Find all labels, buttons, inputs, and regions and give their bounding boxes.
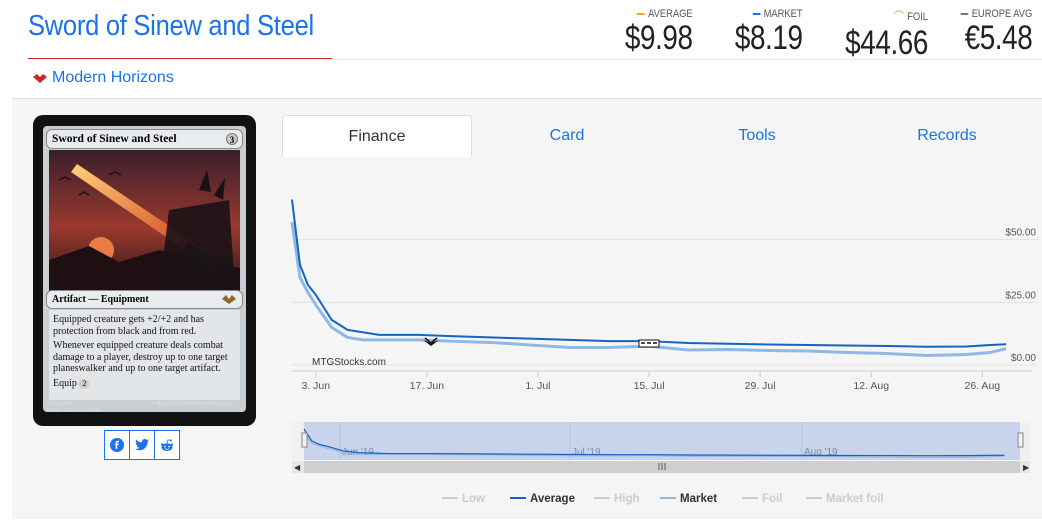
chart-watermark: MTGStocks.com — [312, 357, 386, 368]
card-title: Sword of Sinew and Steel — [28, 10, 314, 42]
legend-item-market-foil[interactable]: Market foil — [806, 493, 884, 505]
legend-item-market[interactable]: Market — [660, 493, 717, 505]
title-underline — [28, 58, 332, 59]
x-tick-label: 26. Aug — [965, 380, 1001, 392]
price-average-label: AVERAGE — [648, 8, 693, 20]
flag-marker-2[interactable] — [638, 339, 660, 348]
card-image[interactable]: Sword of Sinew and Steel 3 — [33, 115, 256, 426]
legend-label: High — [614, 493, 640, 505]
legend-item-high[interactable]: High — [594, 493, 640, 505]
scroll-right-icon[interactable]: ▶ — [1023, 463, 1030, 472]
price-market: MARKET $8.19 — [720, 8, 803, 56]
x-tick-label: 17. Jun — [410, 380, 445, 392]
legend-label: Foil — [762, 493, 782, 505]
card-rules-text: Equipped creature gets +2/+2 and has pro… — [49, 310, 240, 400]
x-tick-label: 15. Jul — [634, 380, 665, 392]
collector-number: 228/254 M — [47, 401, 73, 407]
price-average: AVERAGE $9.98 — [610, 8, 693, 56]
set-name: Modern Horizons — [52, 69, 174, 86]
reddit-icon — [161, 438, 173, 451]
tab-card[interactable]: Card — [549, 127, 585, 144]
legend-item-average[interactable]: Average — [510, 493, 575, 505]
scroll-left-icon[interactable]: ◀ — [294, 463, 301, 472]
price-foil-value: $44.66 — [845, 24, 928, 62]
reddit-share-button[interactable] — [154, 430, 180, 460]
series-line-market[interactable] — [290, 221, 1007, 357]
rules-paragraph: Equipped creature gets +2/+2 and has pro… — [53, 314, 204, 337]
equip-label: Equip — [53, 377, 77, 389]
tab-finance[interactable]: Finance — [282, 115, 473, 157]
y-tick-label: $25.00 — [1005, 290, 1036, 301]
header-divider — [332, 59, 1042, 60]
card-image-name: Sword of Sinew and Steel — [52, 133, 177, 145]
navigator-right-handle[interactable] — [1017, 432, 1024, 448]
y-tick-label: $50.00 — [1005, 228, 1036, 239]
set-symbol-icon — [33, 74, 47, 83]
navigator-series-average — [303, 428, 1005, 457]
legend-item-low[interactable]: Low — [442, 493, 485, 505]
mana-cost-symbol: 3 — [226, 133, 238, 145]
price-market-value: $8.19 — [735, 19, 803, 57]
x-tick-label: 12. Aug — [853, 380, 889, 392]
price-europe-label: EUROPE AVG — [971, 8, 1032, 20]
card-footer: 228/254 M ™ & © 2019 Wizards of the Coast… — [47, 401, 247, 414]
equip-cost: 2 — [79, 378, 90, 389]
tab-records[interactable]: Records — [917, 127, 977, 144]
legend-label: Average — [530, 493, 575, 505]
legend-label: Market foil — [826, 493, 884, 505]
tab-tools[interactable]: Tools — [738, 127, 776, 144]
price-europe: EUROPE AVG €5.48 — [948, 8, 1032, 56]
price-market-marker — [752, 13, 761, 15]
facebook-icon — [110, 438, 124, 452]
price-market-label: MARKET — [764, 8, 803, 20]
page-header: Sword of Sinew and Steel Modern Horizons… — [0, 0, 1042, 100]
x-tick-label: 3. Jun — [301, 380, 330, 392]
facebook-share-button[interactable] — [104, 430, 130, 460]
price-foil-marker: ⌒ — [893, 10, 904, 24]
navigator-label: Aug '19 — [804, 447, 838, 458]
set-symbol-icon — [222, 295, 236, 304]
navigator-label: Jul '19 — [572, 447, 601, 458]
card-type-line: Artifact — Equipment — [52, 294, 149, 305]
price-foil-label: FOIL — [907, 10, 928, 23]
price-average-value: $9.98 — [625, 19, 693, 57]
share-buttons — [104, 430, 184, 460]
x-tick-label: 1. Jul — [525, 380, 550, 392]
rules-paragraph: Whenever equipped creature deals combat … — [53, 340, 228, 374]
card-art — [49, 150, 240, 291]
flag-marker-1[interactable] — [423, 337, 439, 346]
twitter-share-button[interactable] — [129, 430, 155, 460]
series-line-average[interactable] — [291, 199, 1007, 348]
scrollbar-grip-icon — [658, 463, 666, 470]
tab-bar: Finance Card Tools Records — [282, 115, 1042, 157]
navigator-left-handle[interactable] — [301, 432, 308, 448]
legend-label: Low — [462, 493, 485, 505]
copyright: ™ & © 2019 Wizards of the Coast — [150, 401, 233, 407]
set-link[interactable]: Modern Horizons — [32, 69, 174, 87]
legend-item-foil[interactable]: Foil — [742, 493, 782, 505]
price-europe-marker — [960, 13, 968, 15]
legend-label: Market — [680, 493, 717, 505]
price-chart-svg: $0.00 $25.00 $50.00 MTGStocks.com 3. Jun 17… — [290, 199, 1038, 505]
price-foil: ⌒ FOIL $44.66 — [827, 8, 928, 61]
x-tick-label: 29. Jul — [745, 380, 776, 392]
price-average-marker — [637, 13, 646, 15]
set-code-line: MH1 • EN — [47, 407, 72, 414]
price-europe-value: €5.48 — [964, 19, 1032, 57]
twitter-icon — [135, 439, 149, 451]
price-chart: $0.00 $25.00 $50.00 MTGStocks.com 3. Jun 17… — [282, 157, 1042, 519]
navigator-series-market — [303, 432, 1005, 458]
artist-name: Chris Rahn — [72, 407, 101, 414]
y-tick-label: $0.00 — [1011, 353, 1036, 364]
